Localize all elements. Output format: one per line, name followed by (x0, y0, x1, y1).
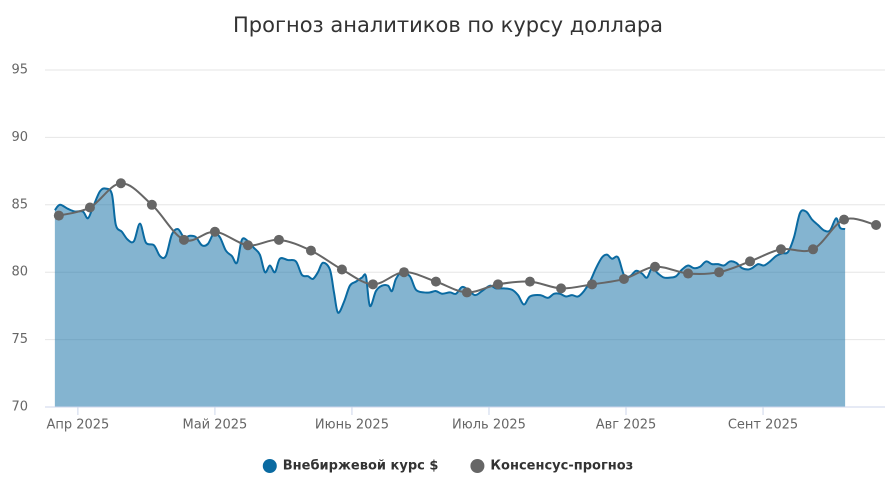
area-line (54, 187, 846, 314)
x-tick-label: Май 2025 (182, 418, 247, 433)
point (461, 287, 472, 298)
point (273, 234, 284, 245)
point (618, 273, 629, 284)
point (53, 210, 64, 221)
point (336, 264, 347, 275)
point (775, 244, 786, 255)
point (745, 256, 756, 267)
x-tick-label: Апр 2025 (46, 418, 109, 433)
point (242, 240, 253, 251)
point (650, 261, 661, 272)
point (209, 226, 220, 237)
x-tick-label: Июль 2025 (452, 418, 526, 433)
point (556, 283, 567, 294)
point (84, 202, 95, 213)
point (367, 279, 378, 290)
legend-marker (262, 459, 277, 473)
point (305, 245, 316, 256)
legend-label: Внебиржевой курс $ (283, 459, 439, 474)
point (683, 268, 694, 279)
point (808, 244, 819, 255)
legend: Внебиржевой курс $ Консенсус-прогноз (262, 459, 633, 474)
y-tick-label: 85 (11, 197, 28, 212)
x-tick-label: Июнь 2025 (315, 418, 389, 433)
y-tick-label: 90 (11, 130, 28, 145)
point (524, 276, 535, 287)
x-tick-label: Авг 2025 (596, 418, 657, 433)
chart-title: Прогноз аналитиков по курсу доллара (233, 13, 663, 37)
y-tick-label: 95 (11, 63, 28, 78)
point (871, 220, 882, 231)
area-fill (54, 188, 846, 407)
point (430, 276, 441, 287)
y-tick-label: 70 (11, 400, 28, 415)
point (839, 214, 850, 225)
y-tick-label: 80 (11, 265, 28, 280)
point (146, 199, 157, 210)
point (178, 234, 189, 245)
point (493, 279, 504, 290)
point (714, 267, 725, 278)
y-tick-label: 75 (11, 332, 28, 347)
legend-marker (470, 459, 485, 473)
x-tick-label: Сент 2025 (728, 418, 798, 433)
legend-label: Консенсус-прогноз (490, 459, 633, 474)
point (115, 178, 126, 189)
point (587, 279, 598, 290)
point (399, 267, 410, 278)
